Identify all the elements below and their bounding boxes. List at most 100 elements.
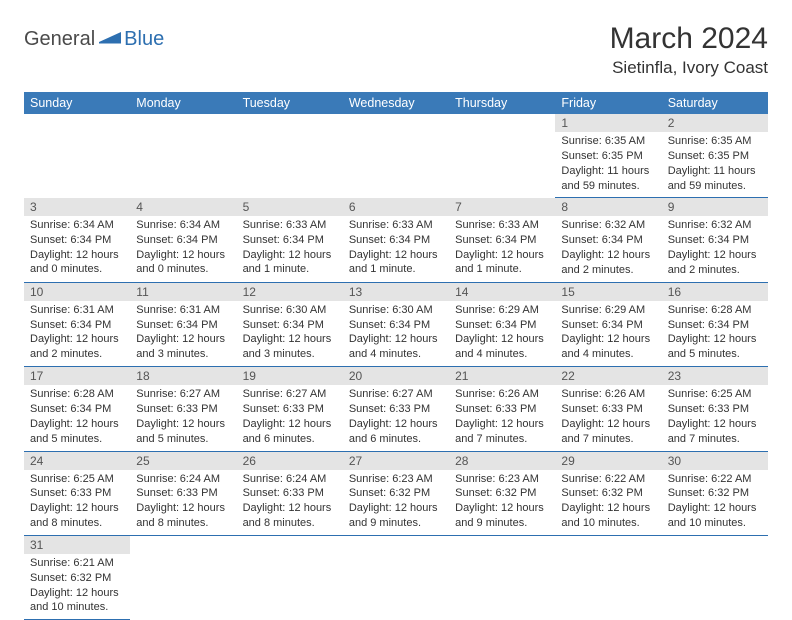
header: General Blue March 2024 Sietinfla, Ivory… xyxy=(24,22,768,78)
day-number: 4 xyxy=(130,198,236,216)
calendar-body: 1Sunrise: 6:35 AMSunset: 6:35 PMDaylight… xyxy=(24,114,768,620)
day-header: Sunday xyxy=(24,92,130,114)
day-number: 10 xyxy=(24,283,130,301)
day-cell: 18Sunrise: 6:27 AMSunset: 6:33 PMDayligh… xyxy=(130,367,236,451)
day-cell: 27Sunrise: 6:23 AMSunset: 6:32 PMDayligh… xyxy=(343,451,449,535)
day-header: Friday xyxy=(555,92,661,114)
week-row: 10Sunrise: 6:31 AMSunset: 6:34 PMDayligh… xyxy=(24,282,768,366)
day-number: 16 xyxy=(662,283,768,301)
day-cell xyxy=(237,114,343,198)
day-content: Sunrise: 6:23 AMSunset: 6:32 PMDaylight:… xyxy=(449,470,555,535)
day-content: Sunrise: 6:26 AMSunset: 6:33 PMDaylight:… xyxy=(449,385,555,450)
day-cell: 1Sunrise: 6:35 AMSunset: 6:35 PMDaylight… xyxy=(555,114,661,198)
day-cell xyxy=(130,114,236,198)
day-content: Sunrise: 6:22 AMSunset: 6:32 PMDaylight:… xyxy=(662,470,768,535)
day-number: 13 xyxy=(343,283,449,301)
day-content: Sunrise: 6:29 AMSunset: 6:34 PMDaylight:… xyxy=(449,301,555,366)
day-content: Sunrise: 6:21 AMSunset: 6:32 PMDaylight:… xyxy=(24,554,130,619)
day-content: Sunrise: 6:29 AMSunset: 6:34 PMDaylight:… xyxy=(555,301,661,366)
day-number: 19 xyxy=(237,367,343,385)
day-cell: 8Sunrise: 6:32 AMSunset: 6:34 PMDaylight… xyxy=(555,198,661,282)
day-cell xyxy=(555,535,661,619)
week-row: 1Sunrise: 6:35 AMSunset: 6:35 PMDaylight… xyxy=(24,114,768,198)
day-content: Sunrise: 6:32 AMSunset: 6:34 PMDaylight:… xyxy=(555,216,661,281)
day-cell: 20Sunrise: 6:27 AMSunset: 6:33 PMDayligh… xyxy=(343,367,449,451)
day-cell: 5Sunrise: 6:33 AMSunset: 6:34 PMDaylight… xyxy=(237,198,343,282)
logo: General Blue xyxy=(24,28,164,51)
day-content: Sunrise: 6:33 AMSunset: 6:34 PMDaylight:… xyxy=(343,216,449,281)
day-number: 17 xyxy=(24,367,130,385)
day-cell: 16Sunrise: 6:28 AMSunset: 6:34 PMDayligh… xyxy=(662,282,768,366)
day-cell: 22Sunrise: 6:26 AMSunset: 6:33 PMDayligh… xyxy=(555,367,661,451)
day-cell: 9Sunrise: 6:32 AMSunset: 6:34 PMDaylight… xyxy=(662,198,768,282)
day-content: Sunrise: 6:31 AMSunset: 6:34 PMDaylight:… xyxy=(24,301,130,366)
day-cell: 28Sunrise: 6:23 AMSunset: 6:32 PMDayligh… xyxy=(449,451,555,535)
day-cell: 4Sunrise: 6:34 AMSunset: 6:34 PMDaylight… xyxy=(130,198,236,282)
day-cell: 11Sunrise: 6:31 AMSunset: 6:34 PMDayligh… xyxy=(130,282,236,366)
day-number: 14 xyxy=(449,283,555,301)
day-content: Sunrise: 6:33 AMSunset: 6:34 PMDaylight:… xyxy=(237,216,343,281)
day-cell: 12Sunrise: 6:30 AMSunset: 6:34 PMDayligh… xyxy=(237,282,343,366)
day-content: Sunrise: 6:26 AMSunset: 6:33 PMDaylight:… xyxy=(555,385,661,450)
day-cell: 21Sunrise: 6:26 AMSunset: 6:33 PMDayligh… xyxy=(449,367,555,451)
day-content: Sunrise: 6:25 AMSunset: 6:33 PMDaylight:… xyxy=(662,385,768,450)
day-content: Sunrise: 6:24 AMSunset: 6:33 PMDaylight:… xyxy=(130,470,236,535)
day-number: 24 xyxy=(24,452,130,470)
day-cell: 19Sunrise: 6:27 AMSunset: 6:33 PMDayligh… xyxy=(237,367,343,451)
flag-icon xyxy=(99,28,121,51)
day-cell: 25Sunrise: 6:24 AMSunset: 6:33 PMDayligh… xyxy=(130,451,236,535)
title-block: March 2024 Sietinfla, Ivory Coast xyxy=(610,22,768,78)
day-content: Sunrise: 6:30 AMSunset: 6:34 PMDaylight:… xyxy=(343,301,449,366)
week-row: 31Sunrise: 6:21 AMSunset: 6:32 PMDayligh… xyxy=(24,535,768,619)
day-cell: 17Sunrise: 6:28 AMSunset: 6:34 PMDayligh… xyxy=(24,367,130,451)
day-cell: 13Sunrise: 6:30 AMSunset: 6:34 PMDayligh… xyxy=(343,282,449,366)
day-cell: 2Sunrise: 6:35 AMSunset: 6:35 PMDaylight… xyxy=(662,114,768,198)
day-cell: 24Sunrise: 6:25 AMSunset: 6:33 PMDayligh… xyxy=(24,451,130,535)
day-cell: 30Sunrise: 6:22 AMSunset: 6:32 PMDayligh… xyxy=(662,451,768,535)
day-number: 18 xyxy=(130,367,236,385)
day-number: 27 xyxy=(343,452,449,470)
day-number: 25 xyxy=(130,452,236,470)
day-number: 7 xyxy=(449,198,555,216)
day-content: Sunrise: 6:24 AMSunset: 6:33 PMDaylight:… xyxy=(237,470,343,535)
calendar-table: SundayMondayTuesdayWednesdayThursdayFrid… xyxy=(24,92,768,620)
day-number: 31 xyxy=(24,536,130,554)
page-title: March 2024 xyxy=(610,22,768,56)
day-header: Tuesday xyxy=(237,92,343,114)
day-cell: 6Sunrise: 6:33 AMSunset: 6:34 PMDaylight… xyxy=(343,198,449,282)
day-number: 3 xyxy=(24,198,130,216)
day-cell xyxy=(130,535,236,619)
day-number: 22 xyxy=(555,367,661,385)
day-cell xyxy=(343,114,449,198)
day-number: 12 xyxy=(237,283,343,301)
logo-text-blue: Blue xyxy=(124,28,164,51)
day-content: Sunrise: 6:27 AMSunset: 6:33 PMDaylight:… xyxy=(343,385,449,450)
day-number: 30 xyxy=(662,452,768,470)
day-number: 20 xyxy=(343,367,449,385)
day-cell xyxy=(449,535,555,619)
day-content: Sunrise: 6:33 AMSunset: 6:34 PMDaylight:… xyxy=(449,216,555,281)
day-number: 2 xyxy=(662,114,768,132)
day-content: Sunrise: 6:35 AMSunset: 6:35 PMDaylight:… xyxy=(555,132,661,197)
day-number: 26 xyxy=(237,452,343,470)
day-header: Saturday xyxy=(662,92,768,114)
day-content: Sunrise: 6:31 AMSunset: 6:34 PMDaylight:… xyxy=(130,301,236,366)
day-cell xyxy=(343,535,449,619)
day-cell: 29Sunrise: 6:22 AMSunset: 6:32 PMDayligh… xyxy=(555,451,661,535)
day-content: Sunrise: 6:34 AMSunset: 6:34 PMDaylight:… xyxy=(24,216,130,281)
day-number: 1 xyxy=(555,114,661,132)
day-number: 15 xyxy=(555,283,661,301)
day-cell: 10Sunrise: 6:31 AMSunset: 6:34 PMDayligh… xyxy=(24,282,130,366)
day-content: Sunrise: 6:25 AMSunset: 6:33 PMDaylight:… xyxy=(24,470,130,535)
day-content: Sunrise: 6:34 AMSunset: 6:34 PMDaylight:… xyxy=(130,216,236,281)
day-cell: 26Sunrise: 6:24 AMSunset: 6:33 PMDayligh… xyxy=(237,451,343,535)
day-cell: 15Sunrise: 6:29 AMSunset: 6:34 PMDayligh… xyxy=(555,282,661,366)
day-header: Wednesday xyxy=(343,92,449,114)
week-row: 17Sunrise: 6:28 AMSunset: 6:34 PMDayligh… xyxy=(24,367,768,451)
day-content: Sunrise: 6:27 AMSunset: 6:33 PMDaylight:… xyxy=(237,385,343,450)
day-number: 9 xyxy=(662,198,768,216)
day-content: Sunrise: 6:23 AMSunset: 6:32 PMDaylight:… xyxy=(343,470,449,535)
day-number: 29 xyxy=(555,452,661,470)
day-content: Sunrise: 6:22 AMSunset: 6:32 PMDaylight:… xyxy=(555,470,661,535)
day-header: Thursday xyxy=(449,92,555,114)
